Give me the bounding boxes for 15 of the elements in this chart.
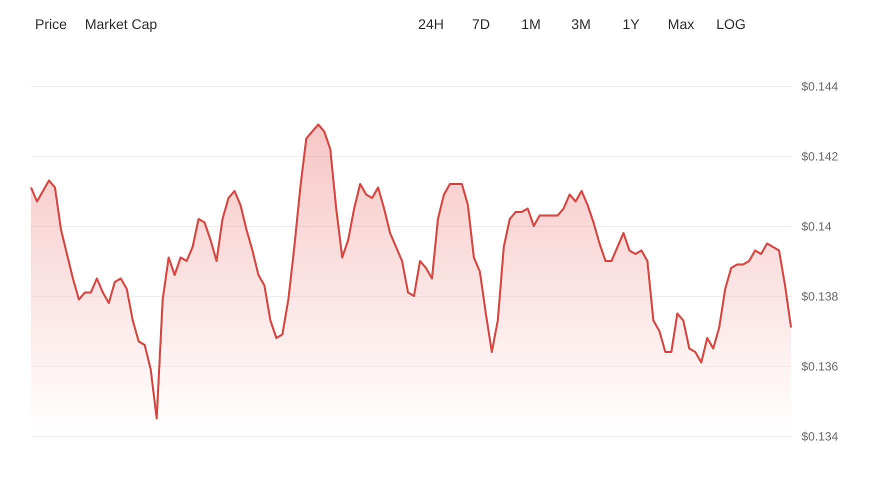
y-tick-label: $0.136 — [802, 360, 839, 374]
y-tick-label: $0.142 — [802, 150, 839, 164]
text: LOG — [716, 16, 746, 32]
text: Max — [668, 16, 694, 32]
text: 3M — [571, 16, 591, 32]
y-tick-label: $0.134 — [802, 430, 839, 444]
y-tick-label: $0.14 — [802, 220, 832, 234]
text: 7D — [472, 16, 490, 32]
text: Price — [35, 16, 68, 32]
text: 24H — [418, 16, 444, 32]
text: 1Y — [622, 16, 640, 32]
y-tick-label: $0.138 — [802, 290, 839, 304]
y-tick-label: $0.144 — [802, 80, 839, 94]
text: 1M — [521, 16, 541, 32]
text: Market Cap — [84, 16, 158, 32]
